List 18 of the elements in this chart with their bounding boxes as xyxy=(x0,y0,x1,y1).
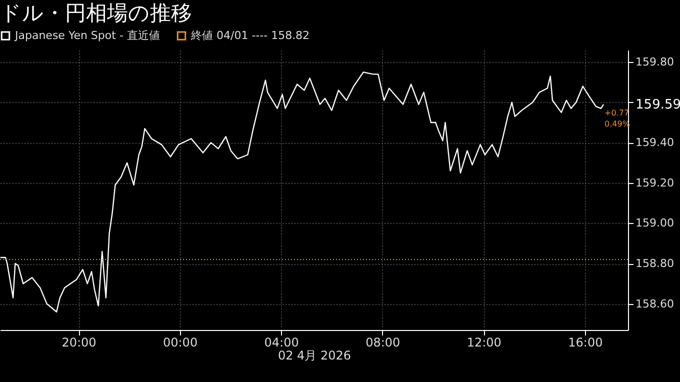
chart-title: ドル・円相場の推移 xyxy=(0,1,192,25)
y-tick-label: 158.60 xyxy=(636,297,674,310)
x-tick-label: 04:00 xyxy=(264,336,299,350)
y-tick-label: 159.40 xyxy=(636,136,674,150)
legend-label: Japanese Yen Spot - 直近値 xyxy=(14,28,160,42)
x-tick-label: 08:00 xyxy=(366,336,400,350)
x-tick-label: 12:00 xyxy=(466,336,502,350)
y-tick-label: 159.00 xyxy=(636,216,674,230)
x-tick-label: 00:00 xyxy=(162,336,198,350)
line-series xyxy=(0,72,604,312)
x-axis-title: 02 4月 2026 xyxy=(278,348,352,362)
y-tick-label: 159.80 xyxy=(636,56,674,69)
y-tick-label: 158.80 xyxy=(636,257,674,270)
legend-label: 終値 04/01 ---- 158.82 xyxy=(190,28,310,42)
annotation: 159.59 xyxy=(636,97,680,112)
x-tick-label: 20:00 xyxy=(62,336,96,350)
x-tick-label: 16:00 xyxy=(568,336,603,350)
y-tick-label: 159.20 xyxy=(636,176,674,190)
